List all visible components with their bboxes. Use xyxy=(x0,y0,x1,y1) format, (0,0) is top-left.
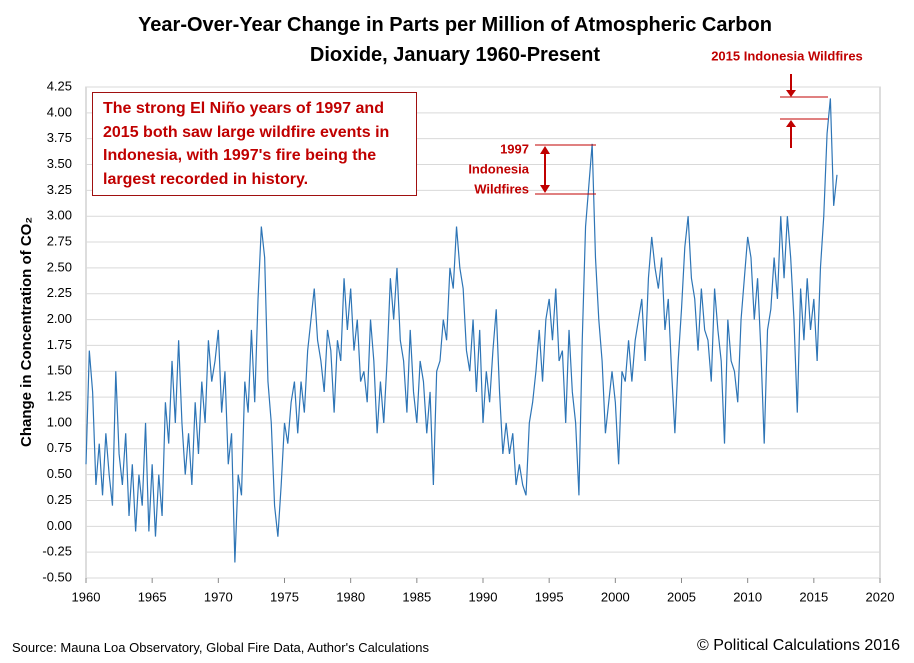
x-tick-label: 2015 xyxy=(799,589,828,604)
credit: © Political Calculations 2016 xyxy=(696,637,900,654)
annotation-lines xyxy=(535,74,828,195)
x-tick-label: 1995 xyxy=(535,589,564,604)
annotation-1997: 1997 xyxy=(500,141,529,156)
annotation-2015: 2015 Indonesia Wildfires xyxy=(711,48,863,63)
y-tick-label: 0.00 xyxy=(47,518,72,533)
x-tick-label: 2005 xyxy=(667,589,696,604)
y-tick-label: 1.25 xyxy=(47,389,72,404)
y-tick-label: 0.50 xyxy=(47,466,72,481)
x-tick-label: 1990 xyxy=(469,589,498,604)
x-tick-label: 1975 xyxy=(270,589,299,604)
y-tick-label: 3.50 xyxy=(47,156,72,171)
y-tick-label: 2.50 xyxy=(47,259,72,274)
y-tick-label: 3.75 xyxy=(47,130,72,145)
annotation-1997: Wildfires xyxy=(474,181,529,196)
annotation-arrowheads xyxy=(540,90,796,193)
x-tick-label: 2010 xyxy=(733,589,762,604)
y-axis-label: Change in Concentration of CO₂ xyxy=(18,217,35,447)
y-tick-label: -0.50 xyxy=(42,569,72,584)
y-tick-label: 1.00 xyxy=(47,414,72,429)
note-box: The strong El Niño years of 1997 and 201… xyxy=(92,92,417,196)
y-tick-label: -0.25 xyxy=(42,544,72,559)
y-tick-label: 3.25 xyxy=(47,182,72,197)
y-tick-label: 3.00 xyxy=(47,208,72,223)
x-tick-label: 1985 xyxy=(402,589,431,604)
x-tick-label: 1980 xyxy=(336,589,365,604)
annotation-1997: Indonesia xyxy=(468,161,529,176)
y-tick-label: 0.25 xyxy=(47,492,72,507)
source: Source: Mauna Loa Observatory, Global Fi… xyxy=(12,640,430,655)
x-tick-label: 2020 xyxy=(866,589,895,604)
y-tick-label: 2.25 xyxy=(47,285,72,300)
y-tick-label: 0.75 xyxy=(47,440,72,455)
x-tick-label: 1970 xyxy=(204,589,233,604)
chart-title: Year-Over-Year Change in Parts per Milli… xyxy=(138,14,772,66)
y-tick-label: 4.25 xyxy=(47,78,72,93)
y-tick-label: 2.75 xyxy=(47,233,72,248)
y-tick-label: 1.50 xyxy=(47,363,72,378)
y-tick-label: 4.00 xyxy=(47,104,72,119)
data-line xyxy=(85,98,838,563)
y-tick-label: 1.75 xyxy=(47,337,72,352)
x-tick-label: 2000 xyxy=(601,589,630,604)
x-tick-label: 1960 xyxy=(72,589,101,604)
x-tick-label: 1965 xyxy=(138,589,167,604)
y-tick-label: 2.00 xyxy=(47,311,72,326)
